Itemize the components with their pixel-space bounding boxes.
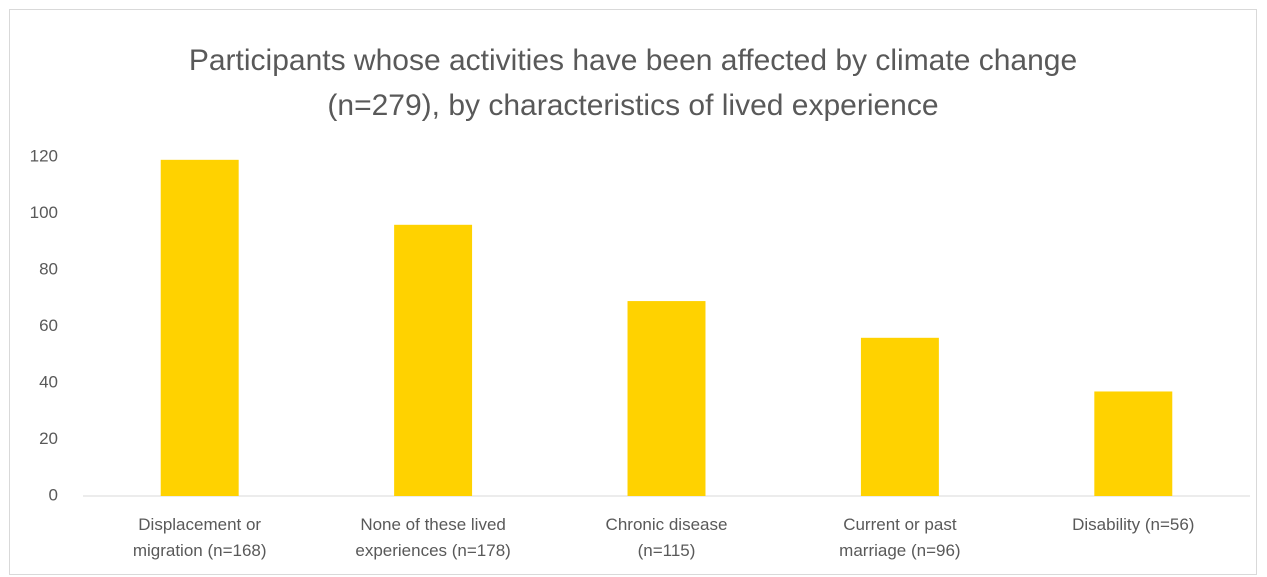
chart-frame <box>9 9 1257 575</box>
y-tick-label: 60 <box>39 316 58 335</box>
bar <box>1094 391 1173 496</box>
bar <box>860 337 939 496</box>
x-tick-label: Current or past marriage (n=96) <box>839 515 961 560</box>
x-tick-label: None of these lived experiences (n=178) <box>355 515 511 560</box>
y-tick-label: 20 <box>39 429 58 448</box>
x-tick-label: Displacement or migration (n=168) <box>132 515 267 560</box>
bar <box>394 224 473 497</box>
bar <box>160 159 239 496</box>
x-tick-label: Disability (n=56) <box>1072 515 1195 534</box>
y-tick-label: 100 <box>30 203 58 222</box>
x-tick-label: Chronic disease (n=115) <box>605 515 728 560</box>
chart-title: Participants whose activities have been … <box>188 44 1078 122</box>
y-tick-label: 40 <box>39 372 58 391</box>
bar <box>627 301 706 496</box>
y-tick-label: 0 <box>49 485 58 504</box>
y-tick-label: 120 <box>30 146 58 165</box>
y-tick-label: 80 <box>39 259 58 278</box>
